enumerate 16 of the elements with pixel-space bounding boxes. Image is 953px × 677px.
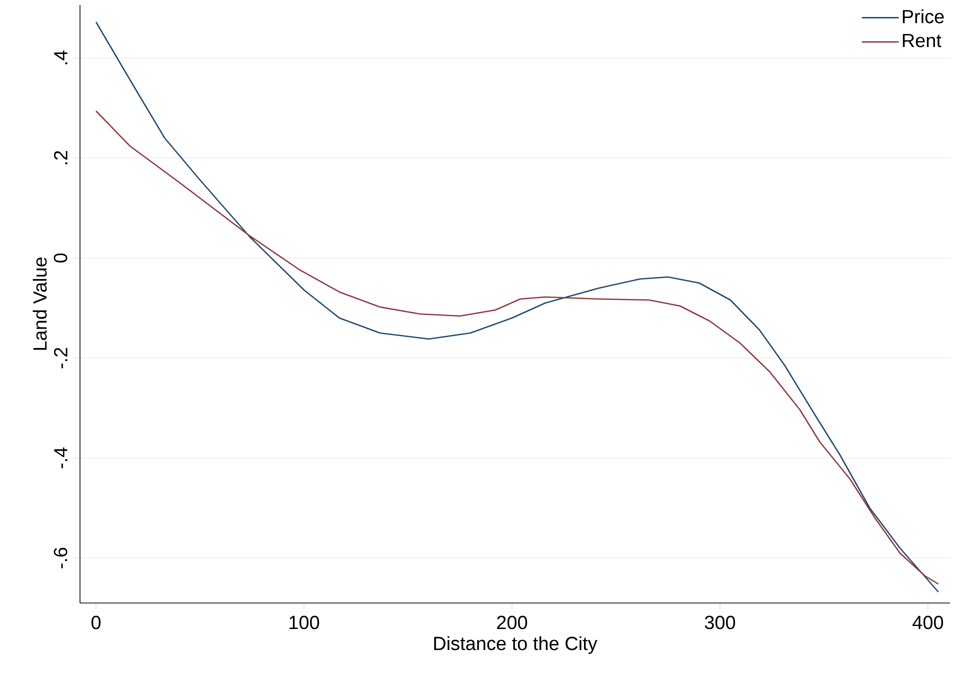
x-tick-label: 300 (704, 616, 736, 630)
y-axis-title: Land Value (32, 257, 47, 350)
y-tick-label: -.2 (54, 348, 68, 368)
y-tick-label: 0 (54, 253, 68, 263)
legend-label: Price (902, 9, 944, 24)
y-tick-label: -.6 (54, 548, 68, 568)
x-tick-label: 100 (290, 616, 320, 630)
y-tick-label: -.4 (54, 447, 68, 468)
line-series (95, 110, 940, 585)
x-tick-label: 0 (91, 616, 101, 630)
x-tick-label: 400 (912, 616, 944, 630)
x-axis-title: Distance to the City (434, 636, 598, 654)
x-tick-label: 200 (497, 616, 528, 630)
legend-label: Rent (902, 34, 942, 48)
y-tick-label: .2 (54, 151, 68, 164)
y-tick-label: .4 (54, 50, 68, 64)
